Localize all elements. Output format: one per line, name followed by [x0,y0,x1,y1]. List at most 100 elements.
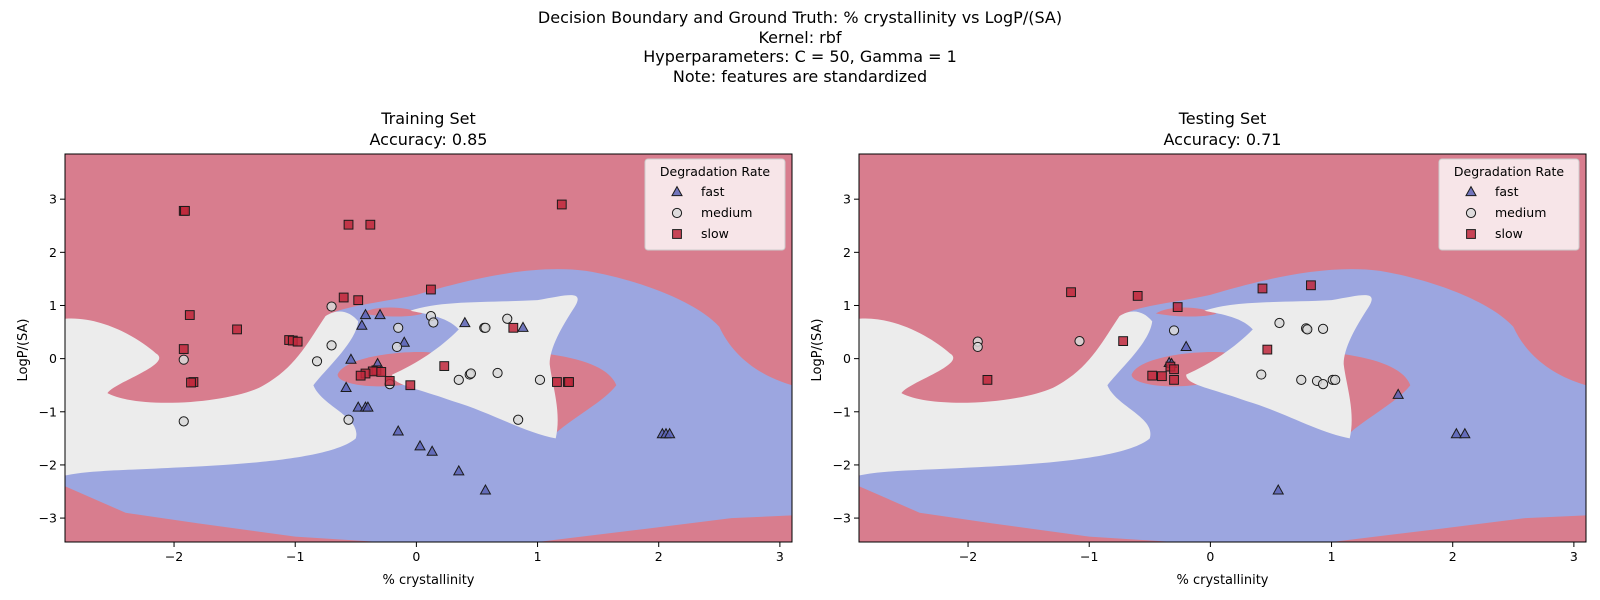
region-fast [65,269,792,542]
legend-label-fast: fast [1495,184,1519,199]
point-medium [1330,374,1341,385]
point-slow [1172,302,1183,312]
panel-title: Training Set [380,109,476,128]
point-medium [428,317,439,328]
legend-title: Degradation Rate [660,164,771,179]
point-medium [1317,323,1329,334]
point-fast [663,427,676,439]
legend-title: Degradation Rate [1454,164,1565,179]
point-medium [393,322,404,333]
point-fast [1450,427,1463,439]
x-tick-label: 3 [776,549,784,564]
point-slow [1257,283,1268,294]
y-tick-label: 0 [843,351,851,366]
point-slow [1169,374,1179,385]
point-medium [326,340,337,351]
point-fast [1272,484,1285,495]
suptitle-line: Kernel: rbf [758,27,842,47]
point-fast [414,439,426,451]
point-medium [480,322,491,333]
legend: Degradation Rate fast medium slow [1438,158,1580,251]
x-axis-label: % crystallinity [1177,573,1269,588]
x-axis-label: % crystallinity [383,573,475,588]
point-slow [508,322,519,333]
x-tick-label: 2 [655,549,663,564]
point-fast [479,484,492,495]
x-tick-label: −1 [1080,549,1098,564]
point-slow [405,380,416,391]
point-slow [184,310,195,320]
legend-label-medium: medium [1495,205,1546,220]
data-points [972,280,1471,495]
point-fast [359,308,372,320]
legend-label-slow: slow [701,226,729,241]
point-slow [1118,336,1129,346]
point-fast [452,464,465,476]
point-slow [426,284,436,295]
point-fast [374,308,386,320]
y-tick-label: −2 [833,457,851,472]
point-medium [1317,379,1329,390]
point-slow [353,295,364,306]
point-slow [292,336,303,347]
x-tick-label: −2 [959,549,977,564]
point-slow [355,370,366,381]
point-fast [340,381,352,392]
axes-frame [64,153,793,543]
point-slow [178,344,189,354]
point-fast [392,425,405,436]
point-fast [356,319,368,330]
legend-marker-slow [672,229,682,239]
point-medium [1274,317,1285,329]
legend-marker-fast [671,185,683,197]
point-fast [459,316,471,328]
y-tick-label: 1 [49,298,57,313]
point-medium [1296,374,1307,385]
legend-marker-medium [1465,207,1477,219]
point-fast [345,353,357,364]
legend-marker-slow [1466,229,1476,239]
x-tick-label: 1 [534,549,542,564]
figure-suptitle: Decision Boundary and Ground Truth: % cr… [0,8,1600,86]
x-tick-label: −1 [286,549,304,564]
y-tick-label: −3 [39,511,57,526]
suptitle-line: Hyperparameters: C = 50, Gamma = 1 [643,47,957,66]
point-fast [362,401,374,412]
y-tick-label: −3 [833,511,851,526]
region-medium-left [65,311,359,476]
x-tick-label: 2 [1449,549,1457,564]
point-fast [426,445,438,456]
point-medium [178,416,189,427]
point-medium [1256,369,1267,380]
x-tick-label: 1 [1328,549,1336,564]
legend-box [644,158,786,251]
suptitle-line: Decision Boundary and Ground Truth: % cr… [537,8,1063,27]
y-tick-label: 3 [843,192,851,207]
y-tick-label: 0 [49,351,57,366]
y-tick-label: 2 [843,245,851,260]
legend-label-slow: slow [1495,226,1523,241]
point-fast [1458,427,1471,439]
region-slow-notch [1155,307,1217,317]
point-slow [1306,280,1316,291]
point-slow [982,374,993,385]
point-medium [343,414,354,425]
point-medium [534,374,546,385]
point-medium [178,354,189,365]
point-slow [552,377,562,387]
point-medium [492,367,503,379]
region-slow-right [1337,353,1411,434]
y-tick-label: −2 [39,457,57,472]
legend-marker-fast [1465,185,1477,197]
point-slow [439,361,450,371]
y-axis-label: LogP/(SA) [810,319,825,382]
point-slow [556,199,567,210]
point-slow [1147,370,1158,381]
point-medium [502,313,513,324]
x-tick-label: 0 [412,549,420,564]
y-tick-label: 1 [843,298,851,313]
region-slow-right [543,353,617,434]
point-medium [513,414,524,425]
point-medium [1074,335,1085,347]
